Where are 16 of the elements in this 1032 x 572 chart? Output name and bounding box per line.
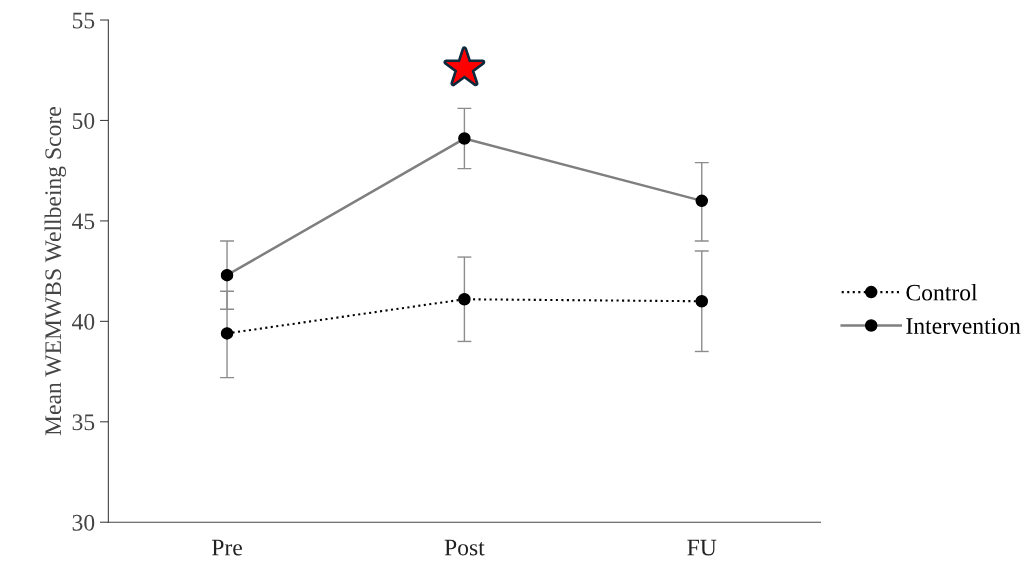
y-tick-label: 50 bbox=[72, 112, 95, 129]
point bbox=[695, 295, 709, 308]
y-axis-title: Mean WEMWBS Wellbeing Score bbox=[44, 107, 66, 436]
x-tick-label: Pre bbox=[211, 539, 242, 556]
legend-label: Intervention bbox=[906, 318, 1021, 334]
y-tick-label: 35 bbox=[72, 414, 95, 431]
y-tick-label: 45 bbox=[72, 213, 95, 230]
legend-label: Control bbox=[906, 283, 978, 301]
annotation: ★ bbox=[446, 49, 483, 84]
point bbox=[458, 293, 471, 306]
y-tick-label: 40 bbox=[72, 313, 95, 330]
y-tick-label: 30 bbox=[72, 514, 95, 531]
point bbox=[220, 327, 234, 340]
x-tick-label: FU bbox=[687, 539, 717, 556]
y-tick-label: 55 bbox=[72, 12, 95, 29]
x-tick-label: Post bbox=[444, 539, 485, 556]
